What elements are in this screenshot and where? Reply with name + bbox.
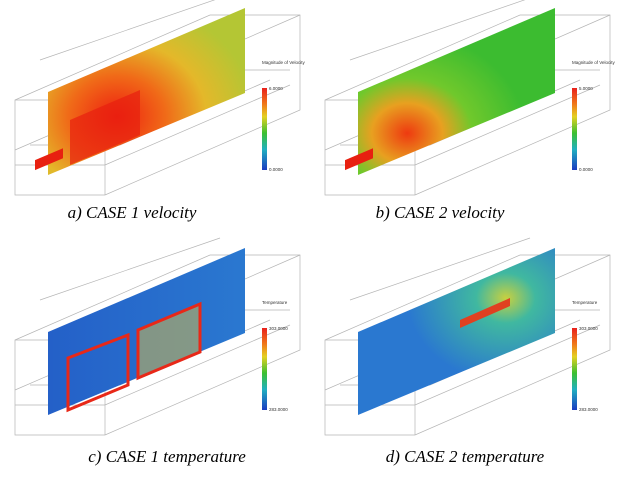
inlet: [35, 148, 63, 171]
legend-max: 5.0000: [579, 86, 593, 91]
legend-max: 303.0000: [579, 326, 598, 331]
colorbar: [262, 328, 267, 410]
wireframe: [349, 237, 531, 301]
wireframe: [39, 0, 216, 61]
legend-max: 6.0000: [269, 86, 283, 91]
wireframe: [324, 14, 611, 196]
colorbar: [262, 88, 267, 170]
hot-region: [460, 298, 510, 328]
inlet: [345, 148, 373, 171]
legend-min: 283.0000: [579, 407, 598, 412]
caption: b) CASE 2 velocity: [376, 203, 505, 222]
section-plane: [358, 248, 555, 415]
legend-max: 303.0000: [269, 326, 288, 331]
wireframe: [39, 237, 221, 301]
legend-min: 0.0000: [579, 167, 593, 172]
legend-min: 0.0000: [269, 167, 283, 172]
legend-title: Magnitude of Velocity: [262, 60, 306, 65]
wireframe: [324, 254, 611, 436]
legend-title: Temperature: [572, 300, 598, 305]
wireframe: [14, 14, 301, 196]
wireframe: [15, 324, 291, 406]
panel: Temperature 303.0000 283.0000: [14, 237, 301, 436]
section-plane: [358, 8, 555, 175]
hot-region: [136, 301, 202, 381]
legend-min: 283.0000: [269, 407, 288, 412]
legend-title: Magnitude of Velocity: [572, 60, 616, 65]
panel: Magnitude of Velocity 5.0000 0.0000: [324, 0, 616, 196]
caption: d) CASE 2 temperature: [386, 447, 545, 466]
legend-title: Temperature: [262, 300, 288, 305]
hot-region: [66, 332, 130, 413]
panel: Temperature 303.0000 283.0000: [324, 237, 611, 436]
caption: a) CASE 1 velocity: [68, 203, 197, 222]
colorbar: [572, 328, 577, 410]
caption: c) CASE 1 temperature: [88, 447, 246, 466]
wireframe: [349, 0, 526, 61]
panel: Magnitude of Velocity 6.0000 0.0000: [14, 0, 306, 196]
wireframe: [14, 254, 301, 436]
wireframe: [325, 324, 601, 406]
hot-region: [70, 90, 140, 165]
colorbar: [572, 88, 577, 170]
